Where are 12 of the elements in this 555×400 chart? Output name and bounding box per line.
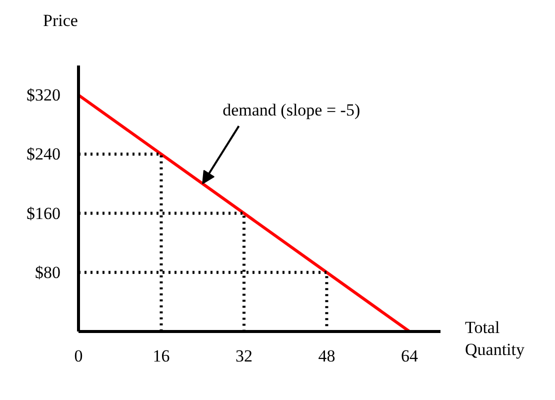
x-tick-label: 0 xyxy=(74,346,83,366)
x-tick-label: 48 xyxy=(318,346,336,366)
x-tick-label: 64 xyxy=(400,346,418,366)
x-tick-label: 16 xyxy=(152,346,170,366)
y-tick-label: $80 xyxy=(35,262,60,282)
y-tick-label: $160 xyxy=(26,204,60,223)
y-tick-label: $240 xyxy=(26,144,60,164)
y-tick-label: $320 xyxy=(26,86,60,105)
annotation: demand (slope = -5) xyxy=(222,100,360,120)
x-axis-title: Total Quantity xyxy=(465,317,524,362)
y-axis-title: Price xyxy=(43,10,78,32)
x-tick-label: 32 xyxy=(235,346,252,366)
